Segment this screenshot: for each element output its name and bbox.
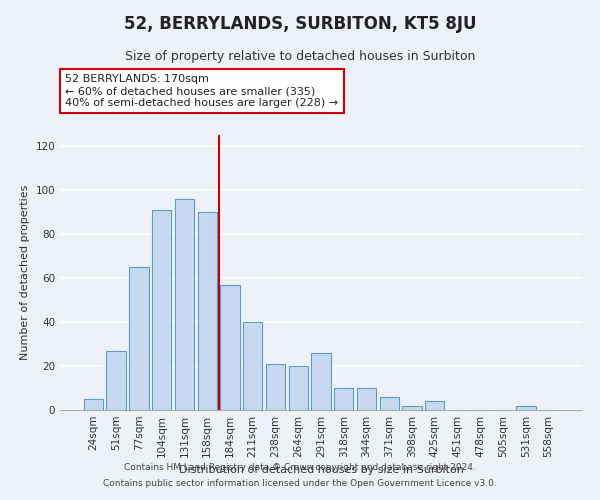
Bar — [220, 284, 239, 410]
Text: 52 BERRYLANDS: 170sqm
← 60% of detached houses are smaller (335)
40% of semi-det: 52 BERRYLANDS: 170sqm ← 60% of detached … — [65, 74, 338, 108]
Bar — [129, 267, 149, 410]
Bar — [334, 388, 353, 410]
X-axis label: Distribution of detached houses by size in Surbiton: Distribution of detached houses by size … — [179, 466, 463, 475]
Y-axis label: Number of detached properties: Number of detached properties — [20, 185, 30, 360]
Bar — [152, 210, 172, 410]
Bar — [106, 350, 126, 410]
Bar — [175, 199, 194, 410]
Bar — [516, 406, 536, 410]
Text: Contains public sector information licensed under the Open Government Licence v3: Contains public sector information licen… — [103, 478, 497, 488]
Bar — [425, 401, 445, 410]
Bar — [197, 212, 217, 410]
Text: Size of property relative to detached houses in Surbiton: Size of property relative to detached ho… — [125, 50, 475, 63]
Bar — [84, 399, 103, 410]
Bar — [311, 353, 331, 410]
Text: Contains HM Land Registry data © Crown copyright and database right 2024.: Contains HM Land Registry data © Crown c… — [124, 464, 476, 472]
Bar — [289, 366, 308, 410]
Bar — [403, 406, 422, 410]
Text: 52, BERRYLANDS, SURBITON, KT5 8JU: 52, BERRYLANDS, SURBITON, KT5 8JU — [124, 15, 476, 33]
Bar — [243, 322, 262, 410]
Bar — [380, 397, 399, 410]
Bar — [266, 364, 285, 410]
Bar — [357, 388, 376, 410]
